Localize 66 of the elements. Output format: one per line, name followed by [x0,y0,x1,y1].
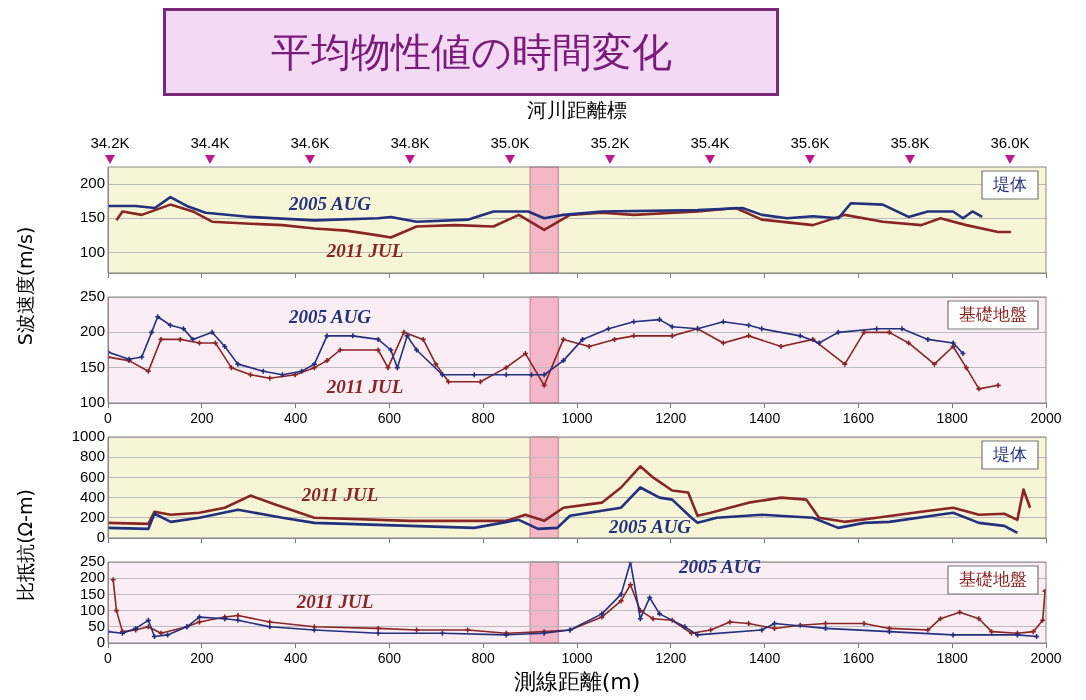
y-tick-label: 250 [79,287,105,305]
annotation: 2005 AUG [677,555,762,577]
annotation: 2011 JUL [325,375,404,397]
x-axis-title: 測線距離(m) [513,668,641,694]
y-tick-label: 800 [79,447,105,465]
y-tick-label: 200 [79,507,105,525]
y-tick-label: 200 [79,174,105,192]
y-tick-label: 0 [96,633,105,651]
x-tick-label: 200 [190,650,214,667]
x-tick-label: 400 [283,650,308,667]
annotation: 2005 AUG [287,305,372,327]
annotation: 2005 AUG [287,192,372,214]
x-tick-label: 600 [377,650,402,667]
y-tick-label: 250 [79,552,105,570]
chart-title: 平均物性値の時間変化 [163,8,779,96]
y-tick-label: 400 [79,487,105,505]
x-tick-label: 1400 [749,650,781,667]
annotation: 2005 AUG [607,515,692,537]
x-tick-label: 1200 [655,650,687,667]
x2-tick-label: 34.4K [190,134,230,152]
x2-tick-label: 34.2K [90,134,130,152]
y-tick-label: 50 [88,616,105,634]
x-tick-label: 1000 [561,650,593,667]
x2-tick-label: 34.6K [290,134,330,152]
y-axis-title: 比抵抗(Ω-m) [13,487,37,603]
y-tick-label: 150 [79,357,105,375]
y-tick-label: 0 [96,528,105,546]
text: 基礎地盤 [959,304,1027,325]
x-tick-label: 1200 [655,410,687,427]
y-axis-title: S波速度(m/s) [13,225,37,348]
y-tick-label: 200 [79,322,105,340]
x2-tick-label: 35.4K [690,134,730,152]
x2-tick-label: 34.8K [390,134,430,152]
y-tick-label: 100 [79,242,105,260]
y-tick-label: 600 [79,467,105,485]
x-tick-label: 800 [471,410,496,427]
x-tick-label: 1800 [936,650,968,667]
x2-tick-label: 35.0K [490,134,530,152]
x-tick-label: 1600 [842,410,875,427]
annotation: 2011 JUL [325,239,404,261]
x-tick-label: 1800 [936,410,968,427]
y-tick-label: 1000 [71,427,105,445]
x2-tick-label: 36.0K [990,134,1030,152]
x2-axis-title: 河川距離標 [527,98,627,123]
chart-subtitle: 堤体 [992,174,1027,195]
x-tick-label: 1000 [561,410,593,427]
y-tick-label: 150 [79,584,105,602]
x-tick-label: 200 [190,410,214,427]
y-tick-label: 100 [79,393,105,411]
x2-tick-label: 35.2K [590,134,630,152]
x-tick-label: 1600 [842,650,875,667]
x2-tick-label: 35.6K [790,134,830,152]
x-tick-label: 600 [377,410,402,427]
text: 基礎地盤 [959,569,1027,590]
y-tick-label: 150 [79,208,105,226]
x2-tick-label: 35.8K [890,134,930,152]
text: 堤体 [992,444,1027,465]
annotation: 2011 JUL [295,590,374,612]
x-tick-label: 800 [471,650,496,667]
x-tick-label: 2000 [1030,410,1062,427]
annotation: 2011 JUL [300,483,379,505]
y-tick-label: 200 [79,568,105,586]
y-tick-label: 100 [79,600,105,618]
x-tick-label: 1400 [749,410,781,427]
x-tick-label: 2000 [1030,650,1062,667]
x-tick-label: 400 [283,410,308,427]
